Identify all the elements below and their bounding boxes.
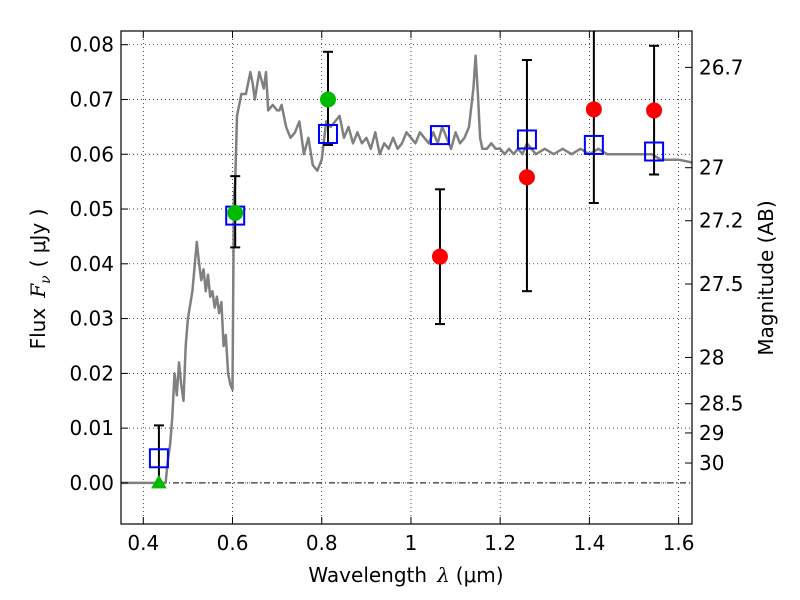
magnitude-tick-label: 26.7 [699, 55, 744, 79]
model-square-marker [583, 134, 604, 155]
sed-template-line [121, 54, 693, 485]
right-axis-label: Magnitude (AB) [754, 200, 778, 355]
model-square-marker [429, 125, 450, 146]
model-photometry-markers [148, 123, 665, 469]
magnitude-tick-label: 29 [699, 421, 724, 445]
y-tick-label: 0.02 [69, 361, 114, 385]
magnitude-tick-label: 27 [699, 156, 724, 180]
green-circle-marker [319, 91, 336, 108]
magnitude-tick-label: 28 [699, 345, 724, 369]
x-tick-label: 1 [405, 531, 418, 555]
y-tick-label: 0.05 [69, 197, 114, 221]
y-tick-label: 0.03 [69, 307, 114, 331]
y-tick-label: 0.07 [69, 87, 114, 111]
observed-photometry-markers [151, 91, 663, 489]
x-tick-label: 0.8 [306, 531, 338, 555]
magnitude-axis-ticks: 26.7 27 27.2 27.5 28 28.5 29 30 [685, 55, 744, 475]
upper-limit-triangle-marker [151, 474, 167, 489]
green-circle-marker [227, 204, 244, 221]
x-tick-label: 1.6 [663, 531, 695, 555]
model-square-marker [516, 129, 537, 150]
magnitude-tick-label: 28.5 [699, 392, 744, 416]
plot-frame [120, 30, 693, 525]
y-axis-ticks: 0.00 0.01 0.02 0.03 0.04 0.05 0.06 0.07 0.08 [69, 33, 128, 495]
x-tick-label: 1.2 [484, 531, 516, 555]
y-axis-label: FluxFν( μJy ) [26, 209, 54, 350]
x-tick-label: 0.4 [127, 531, 159, 555]
model-square-marker [148, 448, 169, 469]
y-tick-label: 0.08 [69, 33, 114, 57]
red-circle-marker [585, 101, 602, 118]
y-tick-label: 0.04 [69, 252, 114, 276]
model-square-marker [644, 141, 665, 162]
magnitude-tick-label: 27.2 [699, 209, 744, 233]
y-tick-label: 0.01 [69, 416, 114, 440]
red-circle-marker [646, 102, 663, 119]
x-tick-label: 0.6 [217, 531, 249, 555]
x-tick-label: 1.4 [573, 531, 605, 555]
y-tick-label: 0.06 [69, 142, 114, 166]
y-tick-label: 0.00 [69, 471, 114, 495]
model-square-marker [317, 123, 338, 144]
magnitude-tick-label: 30 [699, 451, 724, 475]
x-axis-label: Wavelength λ (μm) [308, 563, 503, 587]
red-circle-marker [518, 169, 535, 186]
magnitude-tick-label: 27.5 [699, 272, 744, 296]
red-circle-marker [431, 248, 448, 265]
x-axis-ticks: 0.4 0.6 0.8 1 1.2 1.4 1.6 [127, 31, 695, 555]
